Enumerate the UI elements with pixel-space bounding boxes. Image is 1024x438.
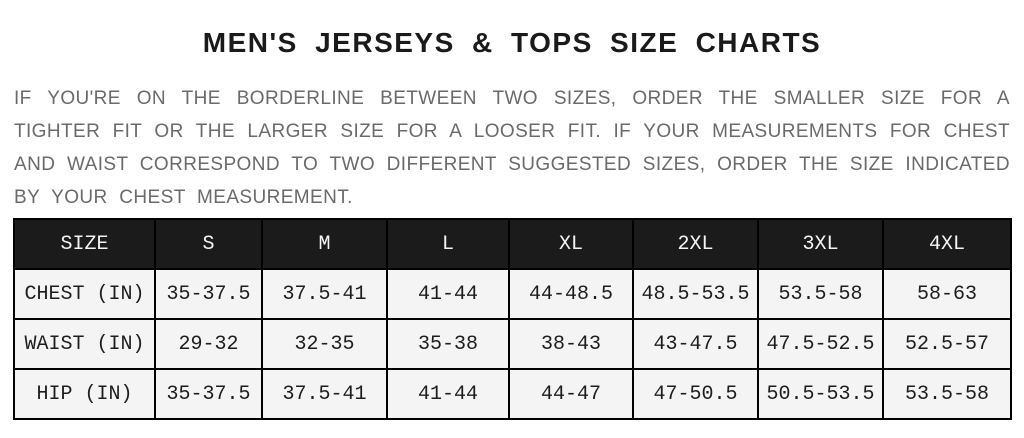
value-cell: 53.5-58 (882, 368, 1012, 420)
paragraph-line: TIGHTER FIT OR THE LARGER SIZE FOR A LOO… (14, 121, 1010, 142)
table-header-row: SIZE S M L XL 2XL 3XL 4XL (13, 218, 1012, 270)
value-cell: 35-37.5 (154, 368, 263, 420)
value-cell: 35-37.5 (154, 268, 263, 320)
value-cell: 41-44 (386, 368, 510, 420)
value-cell: 53.5-58 (757, 268, 884, 320)
header-cell-2xl: 2XL (632, 218, 759, 270)
paragraph-line: IF YOU'RE ON THE BORDERLINE BETWEEN TWO … (14, 88, 1010, 109)
value-cell: 41-44 (386, 268, 510, 320)
value-cell: 47-50.5 (632, 368, 759, 420)
value-cell: 44-47 (508, 368, 634, 420)
value-cell: 43-47.5 (632, 318, 759, 370)
row-label-cell: CHEST (IN) (13, 268, 156, 320)
value-cell: 38-43 (508, 318, 634, 370)
table-row-waist: WAIST (IN) 29-32 32-35 35-38 38-43 43-47… (13, 318, 1012, 370)
header-cell-3xl: 3XL (757, 218, 884, 270)
row-label-cell: HIP (IN) (13, 368, 156, 420)
header-cell-s: S (154, 218, 263, 270)
header-cell-xl: XL (508, 218, 634, 270)
header-cell-size: SIZE (13, 218, 156, 270)
value-cell: 58-63 (882, 268, 1012, 320)
header-cell-m: M (261, 218, 388, 270)
value-cell: 29-32 (154, 318, 263, 370)
table-row-hip: HIP (IN) 35-37.5 37.5-41 41-44 44-47 47-… (13, 368, 1012, 420)
table-row-chest: CHEST (IN) 35-37.5 37.5-41 41-44 44-48.5… (13, 268, 1012, 320)
value-cell: 37.5-41 (261, 268, 388, 320)
page-title: MEN'S JERSEYS & TOPS SIZE CHARTS (202, 27, 822, 58)
row-label-cell: WAIST (IN) (13, 318, 156, 370)
value-cell: 50.5-53.5 (757, 368, 884, 420)
paragraph-line: BY YOUR CHEST MEASUREMENT. (14, 187, 353, 208)
value-cell: 37.5-41 (261, 368, 388, 420)
value-cell: 52.5-57 (882, 318, 1012, 370)
value-cell: 35-38 (386, 318, 510, 370)
value-cell: 47.5-52.5 (757, 318, 884, 370)
size-advice-paragraph: IF YOU'RE ON THE BORDERLINE BETWEEN TWO … (14, 82, 1010, 214)
size-chart-table: SIZE S M L XL 2XL 3XL 4XL CHEST (IN) 35-… (13, 218, 1012, 420)
header-cell-4xl: 4XL (882, 218, 1012, 270)
value-cell: 48.5-53.5 (632, 268, 759, 320)
value-cell: 32-35 (261, 318, 388, 370)
value-cell: 44-48.5 (508, 268, 634, 320)
header-cell-l: L (386, 218, 510, 270)
paragraph-line: AND WAIST CORRESPOND TO TWO DIFFERENT SU… (14, 154, 1010, 175)
